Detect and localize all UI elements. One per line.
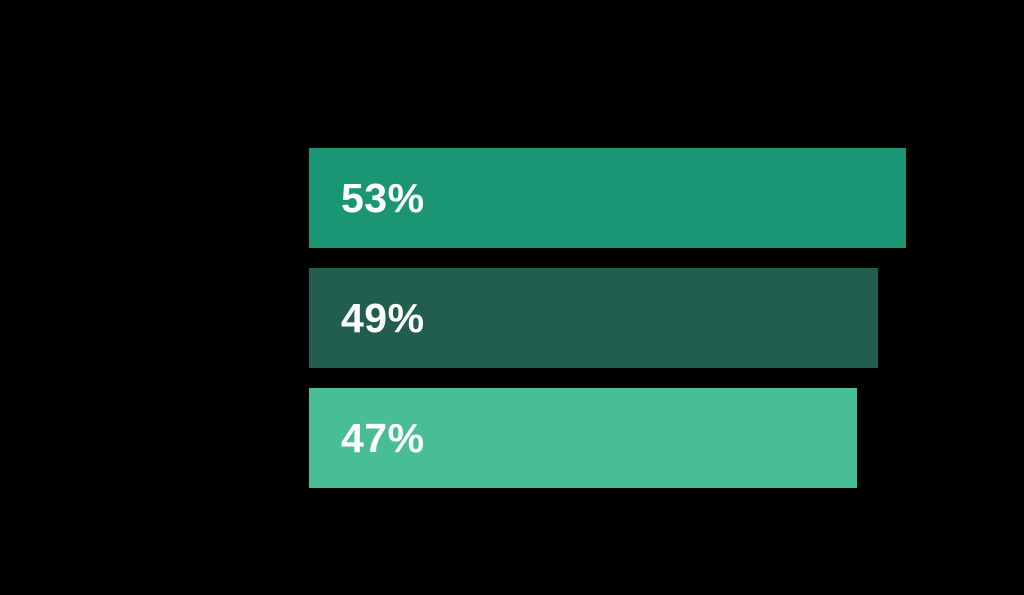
bar-row-1: 53% — [309, 148, 906, 248]
bar-row-3: 47% — [309, 388, 857, 488]
bar-value-label-2: 49% — [341, 294, 425, 341]
bar-value-label-3: 47% — [341, 414, 425, 461]
bar-value-label-1: 53% — [341, 174, 425, 221]
bar-row-2: 49% — [309, 268, 878, 368]
